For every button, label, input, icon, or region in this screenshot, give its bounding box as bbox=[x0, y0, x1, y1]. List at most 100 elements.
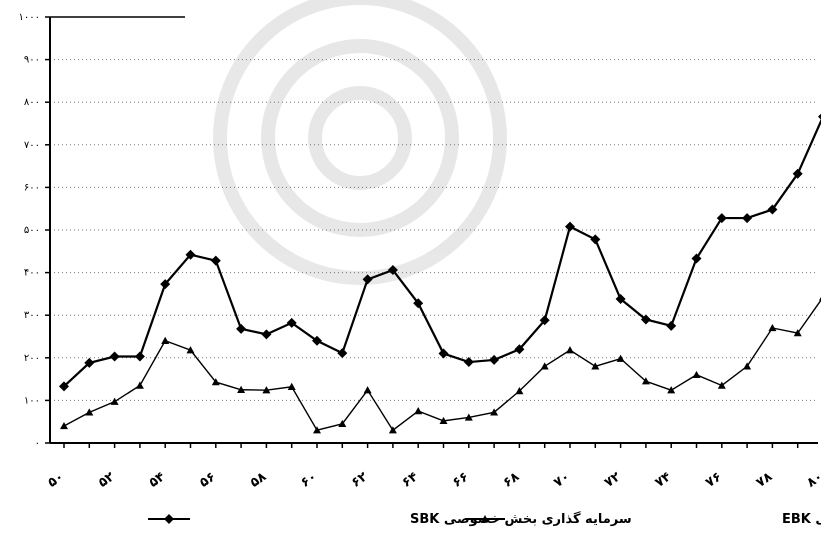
data-point-triangle bbox=[490, 408, 499, 416]
data-point-triangle bbox=[237, 385, 246, 393]
x-tick-label: ۸۰ bbox=[804, 469, 821, 490]
data-point-triangle bbox=[211, 378, 220, 386]
data-point-diamond bbox=[792, 168, 803, 179]
data-point-diamond bbox=[767, 204, 778, 215]
x-tick-label: ۵۲ bbox=[96, 469, 118, 490]
data-point-diamond bbox=[742, 213, 753, 224]
watermark-emblem-icon bbox=[213, 0, 507, 285]
data-point-triangle bbox=[464, 413, 473, 421]
data-point-diamond bbox=[818, 113, 821, 120]
y-tick-label: ۷۰۰ bbox=[24, 140, 40, 151]
data-point-triangle bbox=[616, 354, 625, 362]
series-ebk bbox=[60, 296, 821, 434]
y-tick-label: ۰ bbox=[35, 438, 40, 449]
data-point-triangle bbox=[60, 421, 68, 430]
x-tick-label: ۶۸ bbox=[501, 469, 523, 490]
data-point-triangle bbox=[481, 515, 489, 523]
data-point-diamond bbox=[236, 323, 247, 334]
x-tick-label: ۵۰ bbox=[45, 469, 67, 490]
data-point-diamond bbox=[463, 357, 474, 368]
data-point-diamond bbox=[164, 514, 174, 524]
data-point-diamond bbox=[337, 348, 348, 359]
legend-item-ebk: اعتبارات بخش خصوصی EBK bbox=[465, 512, 821, 527]
data-point-diamond bbox=[84, 357, 95, 368]
data-point-triangle bbox=[110, 397, 119, 405]
data-point-diamond bbox=[312, 335, 322, 346]
data-point-diamond bbox=[640, 314, 651, 325]
y-tick-label: ۱۰۰۰ bbox=[19, 12, 40, 23]
data-point-triangle bbox=[768, 323, 777, 332]
data-point-diamond bbox=[666, 320, 677, 331]
y-tick-label: ۲۰۰ bbox=[24, 353, 40, 364]
x-tick-label: ۵۶ bbox=[197, 469, 219, 490]
data-point-triangle bbox=[363, 386, 372, 394]
data-point-triangle bbox=[717, 381, 726, 389]
data-point-diamond bbox=[59, 381, 69, 392]
data-point-diamond bbox=[539, 315, 550, 326]
x-tick-label: ۷۲ bbox=[602, 469, 624, 490]
data-point-triangle bbox=[566, 346, 574, 354]
data-point-diamond bbox=[286, 317, 297, 328]
data-point-triangle bbox=[85, 408, 94, 416]
series-line bbox=[63, 298, 821, 432]
data-point-diamond bbox=[210, 255, 221, 266]
y-tick-label: ۳۰۰ bbox=[24, 310, 40, 321]
data-point-triangle bbox=[338, 419, 347, 428]
data-point-triangle bbox=[692, 370, 701, 379]
data-point-triangle bbox=[793, 329, 802, 337]
series-line bbox=[63, 118, 821, 388]
data-point-triangle bbox=[388, 426, 397, 434]
data-point-triangle bbox=[186, 346, 195, 354]
data-point-diamond bbox=[565, 221, 575, 232]
data-point-triangle bbox=[287, 382, 296, 390]
x-tick-label: ۷۴ bbox=[652, 469, 674, 490]
y-tick-label: ۵۰۰ bbox=[24, 225, 40, 236]
data-point-diamond bbox=[691, 253, 702, 264]
data-point-diamond bbox=[109, 351, 120, 362]
data-point-diamond bbox=[489, 354, 500, 365]
data-point-diamond bbox=[160, 279, 171, 290]
data-point-diamond bbox=[615, 294, 626, 305]
data-point-triangle bbox=[591, 362, 600, 370]
legend-item-sbk: سرمایه گذاری بخش خصوصی SBK bbox=[148, 511, 632, 527]
x-tick-label: ۶۴ bbox=[399, 469, 421, 490]
legend-label: سرمایه گذاری بخش خصوصی SBK bbox=[410, 511, 632, 527]
data-point-diamond bbox=[387, 265, 398, 276]
data-point-triangle bbox=[743, 362, 752, 370]
x-tick-label: ۷۸ bbox=[754, 469, 776, 490]
legend-label: اعتبارات بخش خصوصی EBK bbox=[782, 512, 821, 527]
data-point-triangle bbox=[641, 377, 650, 385]
y-tick-label: ۱۰۰ bbox=[24, 395, 40, 406]
data-point-diamond bbox=[590, 234, 601, 245]
data-point-diamond bbox=[185, 249, 196, 260]
x-tick-label: ۶۰ bbox=[298, 469, 320, 490]
data-point-diamond bbox=[438, 348, 449, 359]
data-point-triangle bbox=[540, 362, 549, 370]
data-point-triangle bbox=[262, 386, 271, 394]
y-tick-label: ۴۰۰ bbox=[24, 268, 40, 279]
data-point-triangle bbox=[313, 426, 321, 434]
data-point-diamond bbox=[716, 213, 727, 224]
data-point-diamond bbox=[134, 351, 145, 362]
y-tick-label: ۹۰۰ bbox=[24, 55, 40, 66]
data-point-triangle bbox=[667, 386, 676, 394]
x-tick-label: ۵۴ bbox=[146, 469, 168, 490]
data-point-triangle bbox=[161, 336, 170, 344]
data-point-diamond bbox=[261, 329, 272, 340]
data-point-diamond bbox=[413, 298, 424, 309]
x-tick-label: ۵۸ bbox=[248, 469, 270, 490]
x-tick-label: ۷۶ bbox=[703, 469, 725, 490]
y-tick-label: ۸۰۰ bbox=[24, 97, 40, 108]
x-tick-label: ۷۰ bbox=[551, 469, 573, 490]
data-point-diamond bbox=[362, 274, 373, 285]
data-point-triangle bbox=[439, 416, 448, 425]
x-tick-label: ۶۲ bbox=[349, 469, 371, 490]
data-point-triangle bbox=[135, 381, 144, 389]
x-tick-label: ۶۶ bbox=[450, 469, 472, 490]
series-sbk bbox=[59, 113, 821, 392]
data-point-triangle bbox=[414, 407, 423, 415]
data-point-triangle bbox=[515, 387, 524, 395]
data-point-diamond bbox=[514, 344, 525, 355]
